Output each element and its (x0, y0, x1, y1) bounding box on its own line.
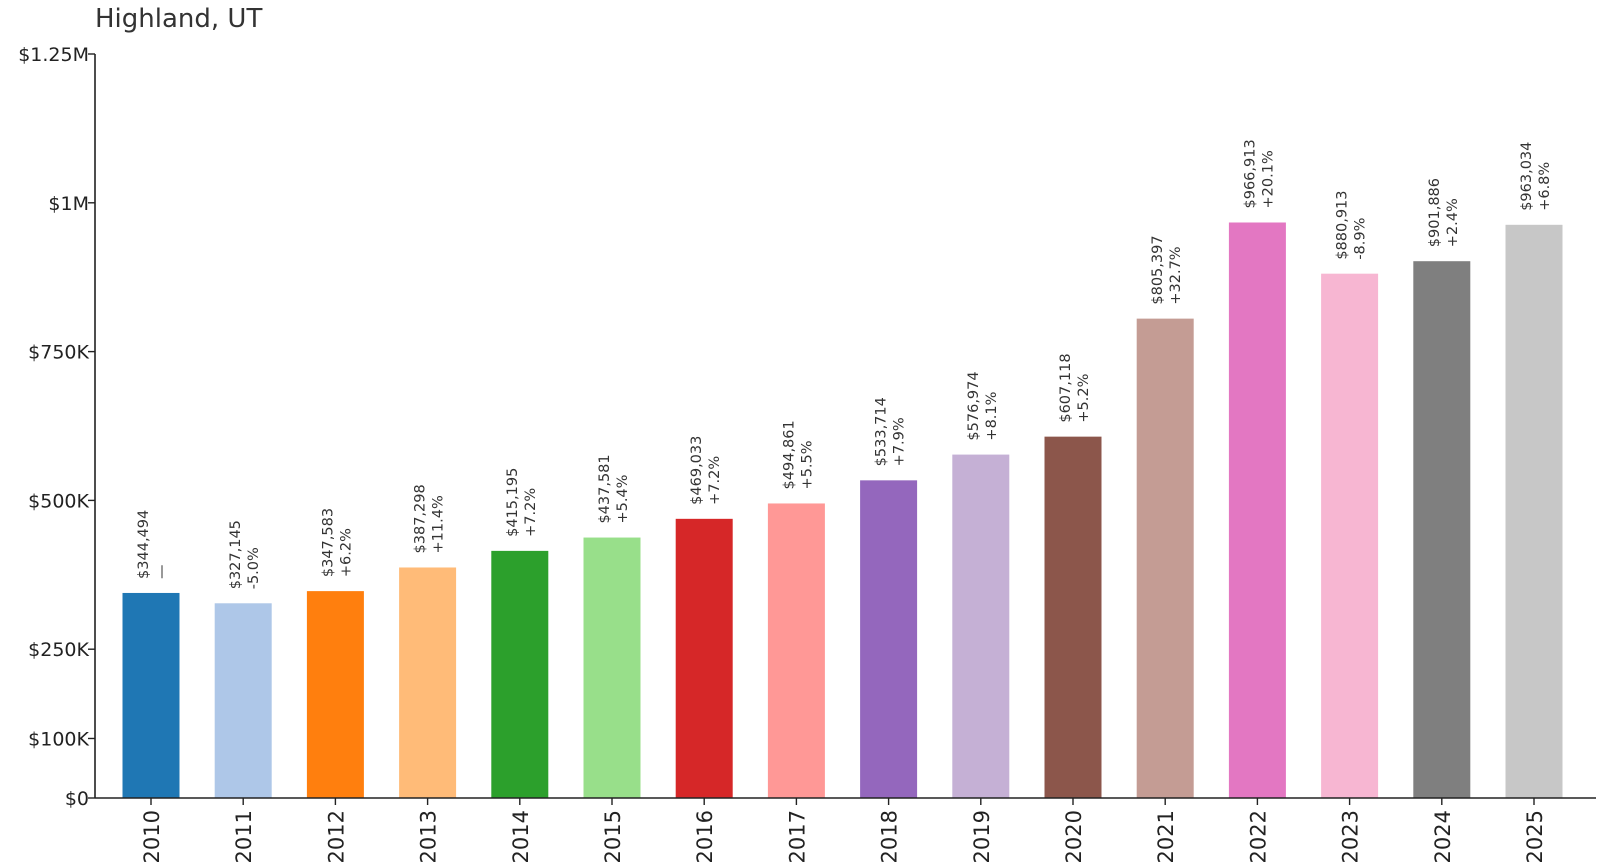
bar-change-label: -5.0% (246, 547, 262, 589)
bar-2021 (1136, 318, 1194, 798)
bar-value-label: $469,033 (689, 436, 705, 505)
bar-change-label: +6.8% (1537, 162, 1553, 211)
bar-change-label: +5.5% (799, 440, 815, 489)
y-tick-label: $100K (28, 728, 89, 750)
bar-labels: $344,494— $327,145 -5.0% $347,583 +6.2% $387,… (136, 139, 1553, 589)
bar-2023 (1321, 273, 1379, 799)
bar-2025 (1505, 224, 1563, 798)
bar-2018 (860, 480, 918, 798)
x-tick-label: 2016 (693, 810, 717, 863)
x-tick-label: 2012 (324, 810, 348, 863)
bar-value-label: $880,913 (1335, 190, 1351, 259)
x-tick-label: 2023 (1339, 810, 1363, 863)
bar-change-label: -8.9% (1353, 218, 1369, 260)
x-tick-label: 2024 (1431, 810, 1455, 863)
bar-change-label: +20.1% (1260, 150, 1276, 208)
x-axis-ticks: 2010 2011 2012 2013 2014 2015 2016 2017 2018 2019… (140, 798, 1547, 863)
bar-2022 (1228, 222, 1286, 798)
bar-change-label: +11.4% (431, 495, 447, 553)
bar-2019 (952, 454, 1010, 798)
bar-2011 (214, 603, 272, 798)
bar-value-label: $576,974 (966, 371, 982, 440)
x-tick-label: 2014 (509, 810, 533, 863)
y-tick-label: $500K (28, 490, 89, 512)
bar-2010 (122, 592, 180, 798)
bar-change-label: +7.9% (892, 417, 908, 466)
bar-value-label: $344,494 (136, 510, 152, 579)
bar-value-label: $966,913 (1242, 139, 1258, 208)
bar-value-label: $494,861 (781, 420, 797, 489)
y-tick-label: $750K (28, 342, 89, 364)
bar-value-label: $437,581 (597, 454, 613, 523)
x-tick-label: 2019 (970, 810, 994, 863)
bar-2013 (399, 567, 457, 798)
bar-change-label: +7.2% (707, 456, 723, 505)
y-axis-ticks: $0 $100K $250K $500K $750K $1M $1.25M (18, 44, 95, 810)
bar-value-label: $327,145 (228, 520, 244, 589)
bar-change-label: +32.7% (1168, 246, 1184, 304)
bar-change-label: — (154, 564, 170, 579)
bar-value-label: $415,195 (505, 468, 521, 537)
x-tick-label: 2011 (232, 810, 256, 863)
bar-2015 (583, 537, 641, 798)
bar-2014 (491, 550, 549, 798)
bar-value-label: $607,118 (1058, 353, 1074, 422)
axes-group (94, 54, 1596, 799)
chart-title: Highland, UT (95, 4, 263, 34)
x-tick-label: 2013 (417, 810, 441, 863)
y-tick-label: $1M (48, 193, 89, 215)
bar-2020 (1044, 436, 1102, 798)
x-tick-label: 2010 (140, 810, 164, 863)
bar-2017 (767, 503, 825, 798)
bar-change-label: +8.1% (984, 392, 1000, 441)
bar-2024 (1413, 261, 1471, 798)
x-tick-label: 2020 (1062, 810, 1086, 863)
bar-change-label: +5.2% (1076, 374, 1092, 423)
bars-group (122, 222, 1563, 799)
bar-change-label: +7.2% (523, 488, 539, 537)
x-tick-label: 2022 (1246, 810, 1270, 863)
bar-2012 (306, 591, 364, 798)
x-tick-label: 2017 (785, 810, 809, 863)
bar-2016 (675, 518, 733, 798)
bar-value-label: $805,397 (1150, 235, 1166, 304)
x-tick-label: 2025 (1523, 810, 1547, 863)
bar-value-label: $347,583 (320, 508, 336, 577)
x-tick-label: 2015 (601, 810, 625, 863)
bar-change-label: +2.4% (1445, 198, 1461, 247)
y-tick-label: $0 (65, 788, 89, 810)
bar-value-label: $901,886 (1427, 178, 1443, 247)
y-tick-label: $250K (28, 639, 89, 661)
x-tick-label: 2021 (1154, 810, 1178, 863)
bar-value-label: $387,298 (413, 484, 429, 553)
bar-change-label: +5.4% (615, 475, 631, 524)
x-tick-label: 2018 (878, 810, 902, 863)
bar-value-label: $533,714 (874, 397, 890, 466)
y-tick-label: $1.25M (18, 44, 89, 66)
bar-change-label: +6.2% (338, 528, 354, 577)
bar-value-label: $963,034 (1519, 142, 1535, 211)
